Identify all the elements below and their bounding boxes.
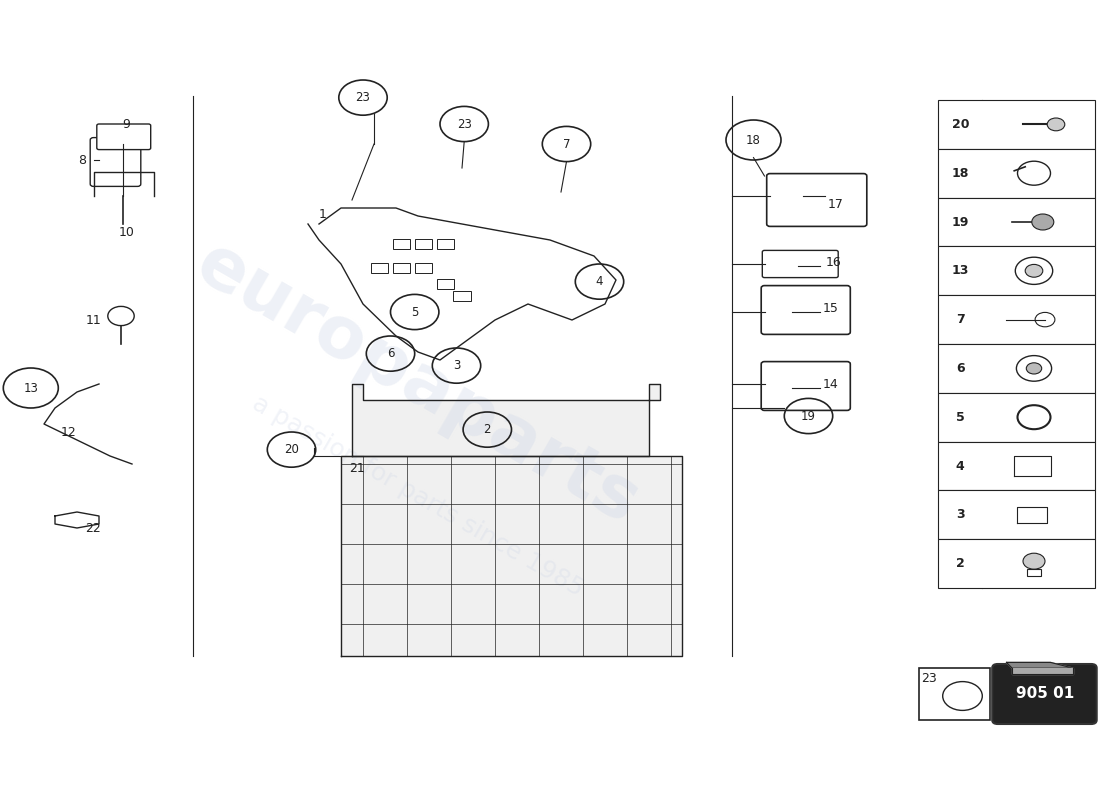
Bar	[938, 149, 1094, 198]
Bar	[1027, 570, 1041, 576]
Bar	[938, 100, 1094, 149]
Text: 1: 1	[318, 208, 327, 221]
Bar	[938, 393, 1094, 442]
FancyBboxPatch shape	[767, 174, 867, 226]
Text: 2: 2	[956, 557, 965, 570]
FancyBboxPatch shape	[918, 668, 990, 720]
Text: 8: 8	[78, 154, 87, 166]
Bar	[393, 239, 410, 249]
Text: 18: 18	[952, 166, 969, 180]
FancyBboxPatch shape	[97, 124, 151, 150]
Bar	[415, 263, 432, 273]
Text: 7: 7	[563, 138, 570, 150]
Text: 3: 3	[956, 508, 965, 522]
Circle shape	[1026, 362, 1042, 374]
Circle shape	[1025, 265, 1043, 278]
Text: 5: 5	[411, 306, 418, 318]
Text: 16: 16	[826, 256, 842, 269]
Text: a passion for parts since 1985: a passion for parts since 1985	[249, 391, 587, 601]
Text: 13: 13	[952, 264, 969, 278]
Text: 12: 12	[60, 426, 76, 438]
Text: 22: 22	[86, 522, 101, 534]
Circle shape	[1023, 554, 1045, 570]
Text: 7: 7	[956, 313, 965, 326]
Text: 20: 20	[952, 118, 969, 131]
FancyBboxPatch shape	[761, 286, 850, 334]
FancyBboxPatch shape	[761, 362, 850, 410]
Bar	[453, 291, 471, 301]
Text: 4: 4	[956, 459, 965, 473]
Bar	[415, 239, 432, 249]
Text: 23: 23	[456, 118, 472, 130]
Text: 6: 6	[956, 362, 965, 375]
Bar	[938, 198, 1094, 246]
Text: 13: 13	[23, 382, 38, 394]
Bar	[938, 490, 1094, 539]
Text: 19: 19	[801, 410, 816, 422]
Text: 11: 11	[86, 314, 101, 326]
Bar	[938, 246, 1094, 295]
Bar	[437, 239, 454, 249]
Text: 23: 23	[355, 91, 371, 104]
Text: 19: 19	[952, 215, 969, 229]
FancyBboxPatch shape	[90, 138, 141, 186]
Text: 21: 21	[350, 462, 365, 474]
Bar	[938, 539, 1094, 588]
Text: 4: 4	[596, 275, 603, 288]
Polygon shape	[1006, 662, 1072, 668]
Bar	[393, 263, 410, 273]
Circle shape	[1047, 118, 1065, 130]
Text: 17: 17	[828, 198, 844, 210]
Text: 905 01: 905 01	[1016, 686, 1074, 701]
Text: 9: 9	[122, 118, 131, 130]
Polygon shape	[1012, 668, 1072, 674]
Text: 6: 6	[387, 347, 394, 360]
Polygon shape	[352, 384, 660, 456]
Text: 15: 15	[823, 302, 838, 314]
FancyBboxPatch shape	[992, 664, 1097, 724]
Circle shape	[1032, 214, 1054, 230]
Bar	[938, 442, 1094, 490]
Text: 23: 23	[922, 672, 937, 685]
Text: 14: 14	[823, 378, 838, 390]
Text: 2: 2	[484, 423, 491, 436]
Bar	[437, 279, 454, 289]
Text: 20: 20	[284, 443, 299, 456]
Bar	[938, 295, 1094, 344]
Text: 18: 18	[746, 134, 761, 146]
Text: 3: 3	[453, 359, 460, 372]
Text: 10: 10	[119, 226, 134, 238]
Bar	[938, 344, 1094, 393]
Polygon shape	[341, 456, 682, 656]
Text: 5: 5	[956, 410, 965, 424]
Bar	[371, 263, 388, 273]
Text: europaparts: europaparts	[185, 229, 651, 539]
FancyBboxPatch shape	[762, 250, 838, 278]
